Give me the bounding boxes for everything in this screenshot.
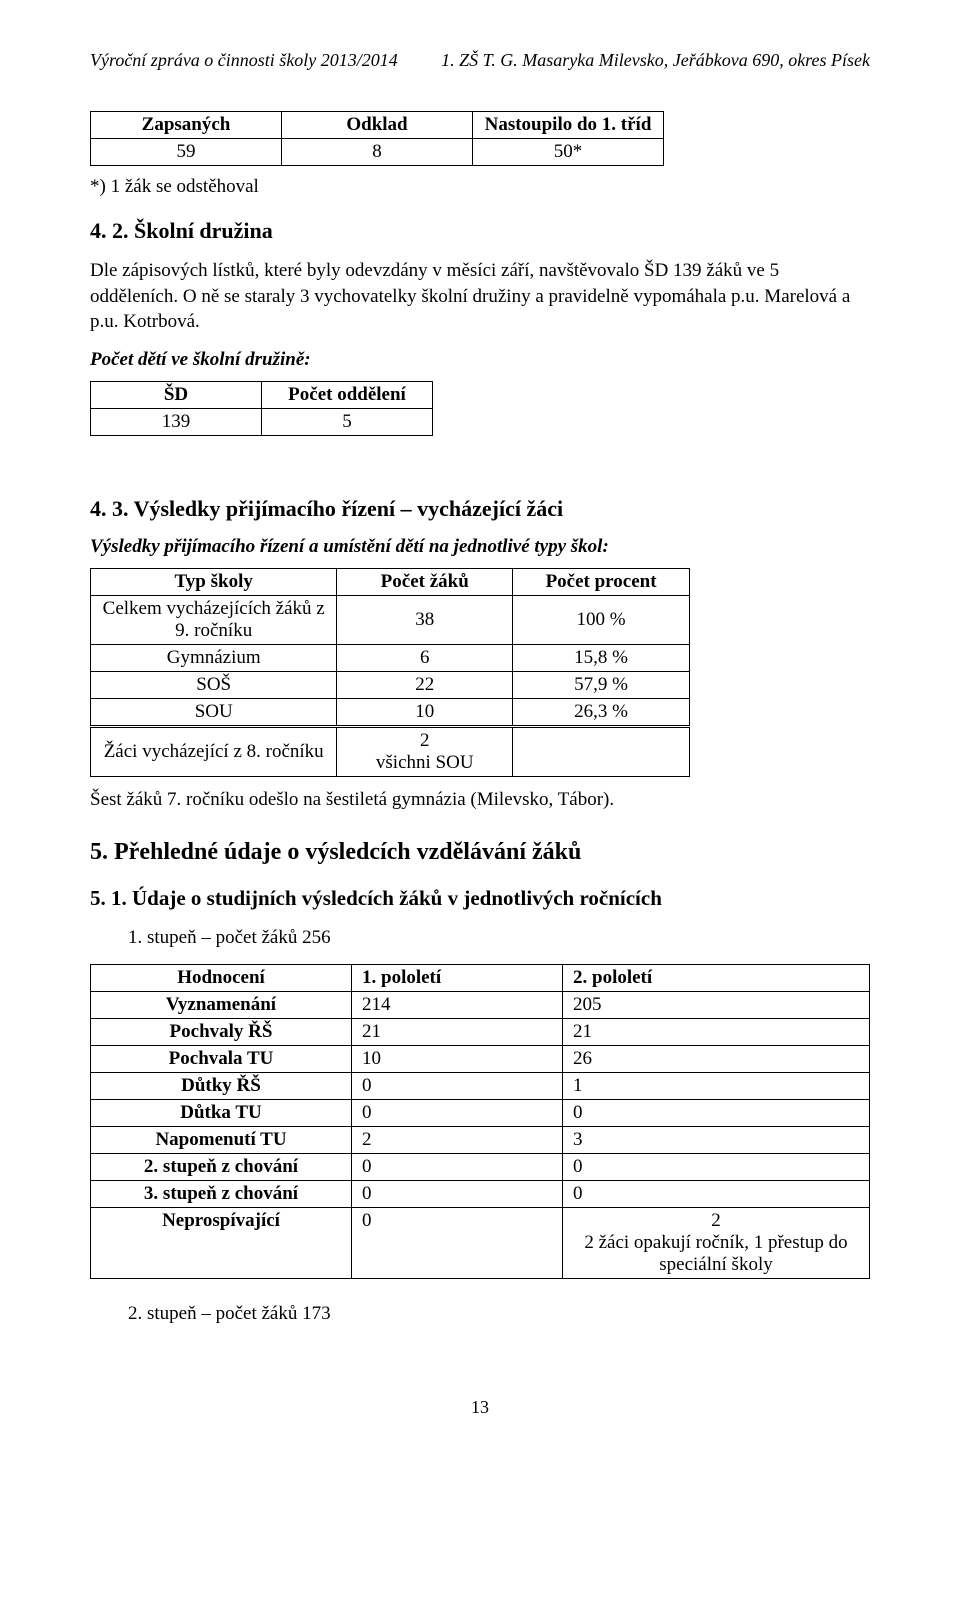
- page-number: 13: [90, 1397, 870, 1418]
- sec-4-2-title: 4. 2. Školní družina: [90, 218, 870, 244]
- hod-r6c2: 2: [352, 1127, 563, 1154]
- hod-r5c3: 0: [563, 1100, 870, 1127]
- typ-r4c1: SOU: [91, 698, 337, 726]
- header-right: 1. ZŠ T. G. Masaryka Milevsko, Jeřábkova…: [441, 50, 870, 71]
- hodnoceni-table: Hodnocení 1. pololetí 2. pololetí Vyznam…: [90, 964, 870, 1279]
- sd-h2: Počet oddělení: [262, 381, 433, 408]
- hod-h2: 1. pololetí: [352, 965, 563, 992]
- stupen-2-line: 2. stupeň – počet žáků 173: [128, 1301, 870, 1327]
- hod-r2c1: Pochvaly ŘŠ: [91, 1019, 352, 1046]
- hod-h1: Hodnocení: [91, 965, 352, 992]
- zap-h2: Odklad: [282, 112, 473, 139]
- typ-r3c2: 22: [337, 671, 513, 698]
- sec-5-1-title: 5. 1. Údaje o studijních výsledcích žáků…: [90, 886, 870, 911]
- hod-r4c1: Důtky ŘŠ: [91, 1073, 352, 1100]
- sec-4-2-p2: Počet dětí ve školní družině:: [90, 349, 870, 371]
- typ-h1: Typ školy: [91, 568, 337, 595]
- hod-r9c2: 0: [352, 1208, 563, 1279]
- typ-r5c1: Žáci vycházející z 8. ročníku: [91, 726, 337, 776]
- hod-r7c3: 0: [563, 1154, 870, 1181]
- page-header: Výroční zpráva o činnosti školy 2013/201…: [90, 50, 870, 71]
- sd-h1: ŠD: [91, 381, 262, 408]
- sd-table: ŠD Počet oddělení 139 5: [90, 381, 433, 436]
- hod-r5c2: 0: [352, 1100, 563, 1127]
- zap-h3: Nastoupilo do 1. tříd: [473, 112, 664, 139]
- zap-c2: 8: [282, 139, 473, 166]
- hod-r7c1: 2. stupeň z chování: [91, 1154, 352, 1181]
- hod-r1c3: 205: [563, 992, 870, 1019]
- hod-r1c1: Vyznamenání: [91, 992, 352, 1019]
- typ-skoly-table: Typ školy Počet žáků Počet procent Celke…: [90, 568, 690, 777]
- hod-r8c1: 3. stupeň z chování: [91, 1181, 352, 1208]
- hod-r8c3: 0: [563, 1181, 870, 1208]
- typ-h2: Počet žáků: [337, 568, 513, 595]
- note-gymnazia: Šest žáků 7. ročníku odešlo na šestiletá…: [90, 787, 870, 813]
- sec-4-3-sub: Výsledky přijímacího řízení a umístění d…: [90, 536, 870, 558]
- page-container: Výroční zpráva o činnosti školy 2013/201…: [0, 0, 960, 1600]
- typ-r2c3: 15,8 %: [513, 644, 690, 671]
- hod-r9c1: Neprospívající: [91, 1208, 352, 1279]
- hod-r3c2: 10: [352, 1046, 563, 1073]
- typ-r1c1: Celkem vycházejících žáků z 9. ročníku: [91, 595, 337, 644]
- zap-h1: Zapsaných: [91, 112, 282, 139]
- stupen-1-line: 1. stupeň – počet žáků 256: [128, 925, 870, 951]
- typ-h3: Počet procent: [513, 568, 690, 595]
- hod-r8c2: 0: [352, 1181, 563, 1208]
- typ-r5c3: [513, 726, 690, 776]
- zap-c1: 59: [91, 139, 282, 166]
- header-left: Výroční zpráva o činnosti školy 2013/201…: [90, 50, 398, 71]
- footnote-1: *) 1 žák se odstěhoval: [90, 176, 870, 198]
- sec-5-title: 5. Přehledné údaje o výsledcích vzdělává…: [90, 839, 870, 866]
- zapsanych-table: Zapsaných Odklad Nastoupilo do 1. tříd 5…: [90, 111, 664, 166]
- hod-r4c2: 0: [352, 1073, 563, 1100]
- typ-r1c3: 100 %: [513, 595, 690, 644]
- hod-r6c3: 3: [563, 1127, 870, 1154]
- hod-r4c3: 1: [563, 1073, 870, 1100]
- sd-c2: 5: [262, 408, 433, 435]
- typ-r5c2: 2 všichni SOU: [337, 726, 513, 776]
- zap-c3: 50*: [473, 139, 664, 166]
- sec-4-3-title: 4. 3. Výsledky přijímacího řízení – vych…: [90, 496, 870, 522]
- typ-r2c2: 6: [337, 644, 513, 671]
- hod-r2c3: 21: [563, 1019, 870, 1046]
- hod-r2c2: 21: [352, 1019, 563, 1046]
- typ-r4c2: 10: [337, 698, 513, 726]
- hod-r7c2: 0: [352, 1154, 563, 1181]
- typ-r1c2: 38: [337, 595, 513, 644]
- typ-r2c1: Gymnázium: [91, 644, 337, 671]
- hod-r1c2: 214: [352, 992, 563, 1019]
- hod-r6c1: Napomenutí TU: [91, 1127, 352, 1154]
- hod-r3c1: Pochvala TU: [91, 1046, 352, 1073]
- hod-r5c1: Důtka TU: [91, 1100, 352, 1127]
- hod-r3c3: 26: [563, 1046, 870, 1073]
- typ-r3c1: SOŠ: [91, 671, 337, 698]
- typ-r4c3: 26,3 %: [513, 698, 690, 726]
- typ-r3c3: 57,9 %: [513, 671, 690, 698]
- hod-r9c3: 2 2 žáci opakují ročník, 1 přestup do sp…: [563, 1208, 870, 1279]
- hod-h3: 2. pololetí: [563, 965, 870, 992]
- sec-4-2-p1: Dle zápisových lístků, které byly odevzd…: [90, 258, 870, 335]
- sd-c1: 139: [91, 408, 262, 435]
